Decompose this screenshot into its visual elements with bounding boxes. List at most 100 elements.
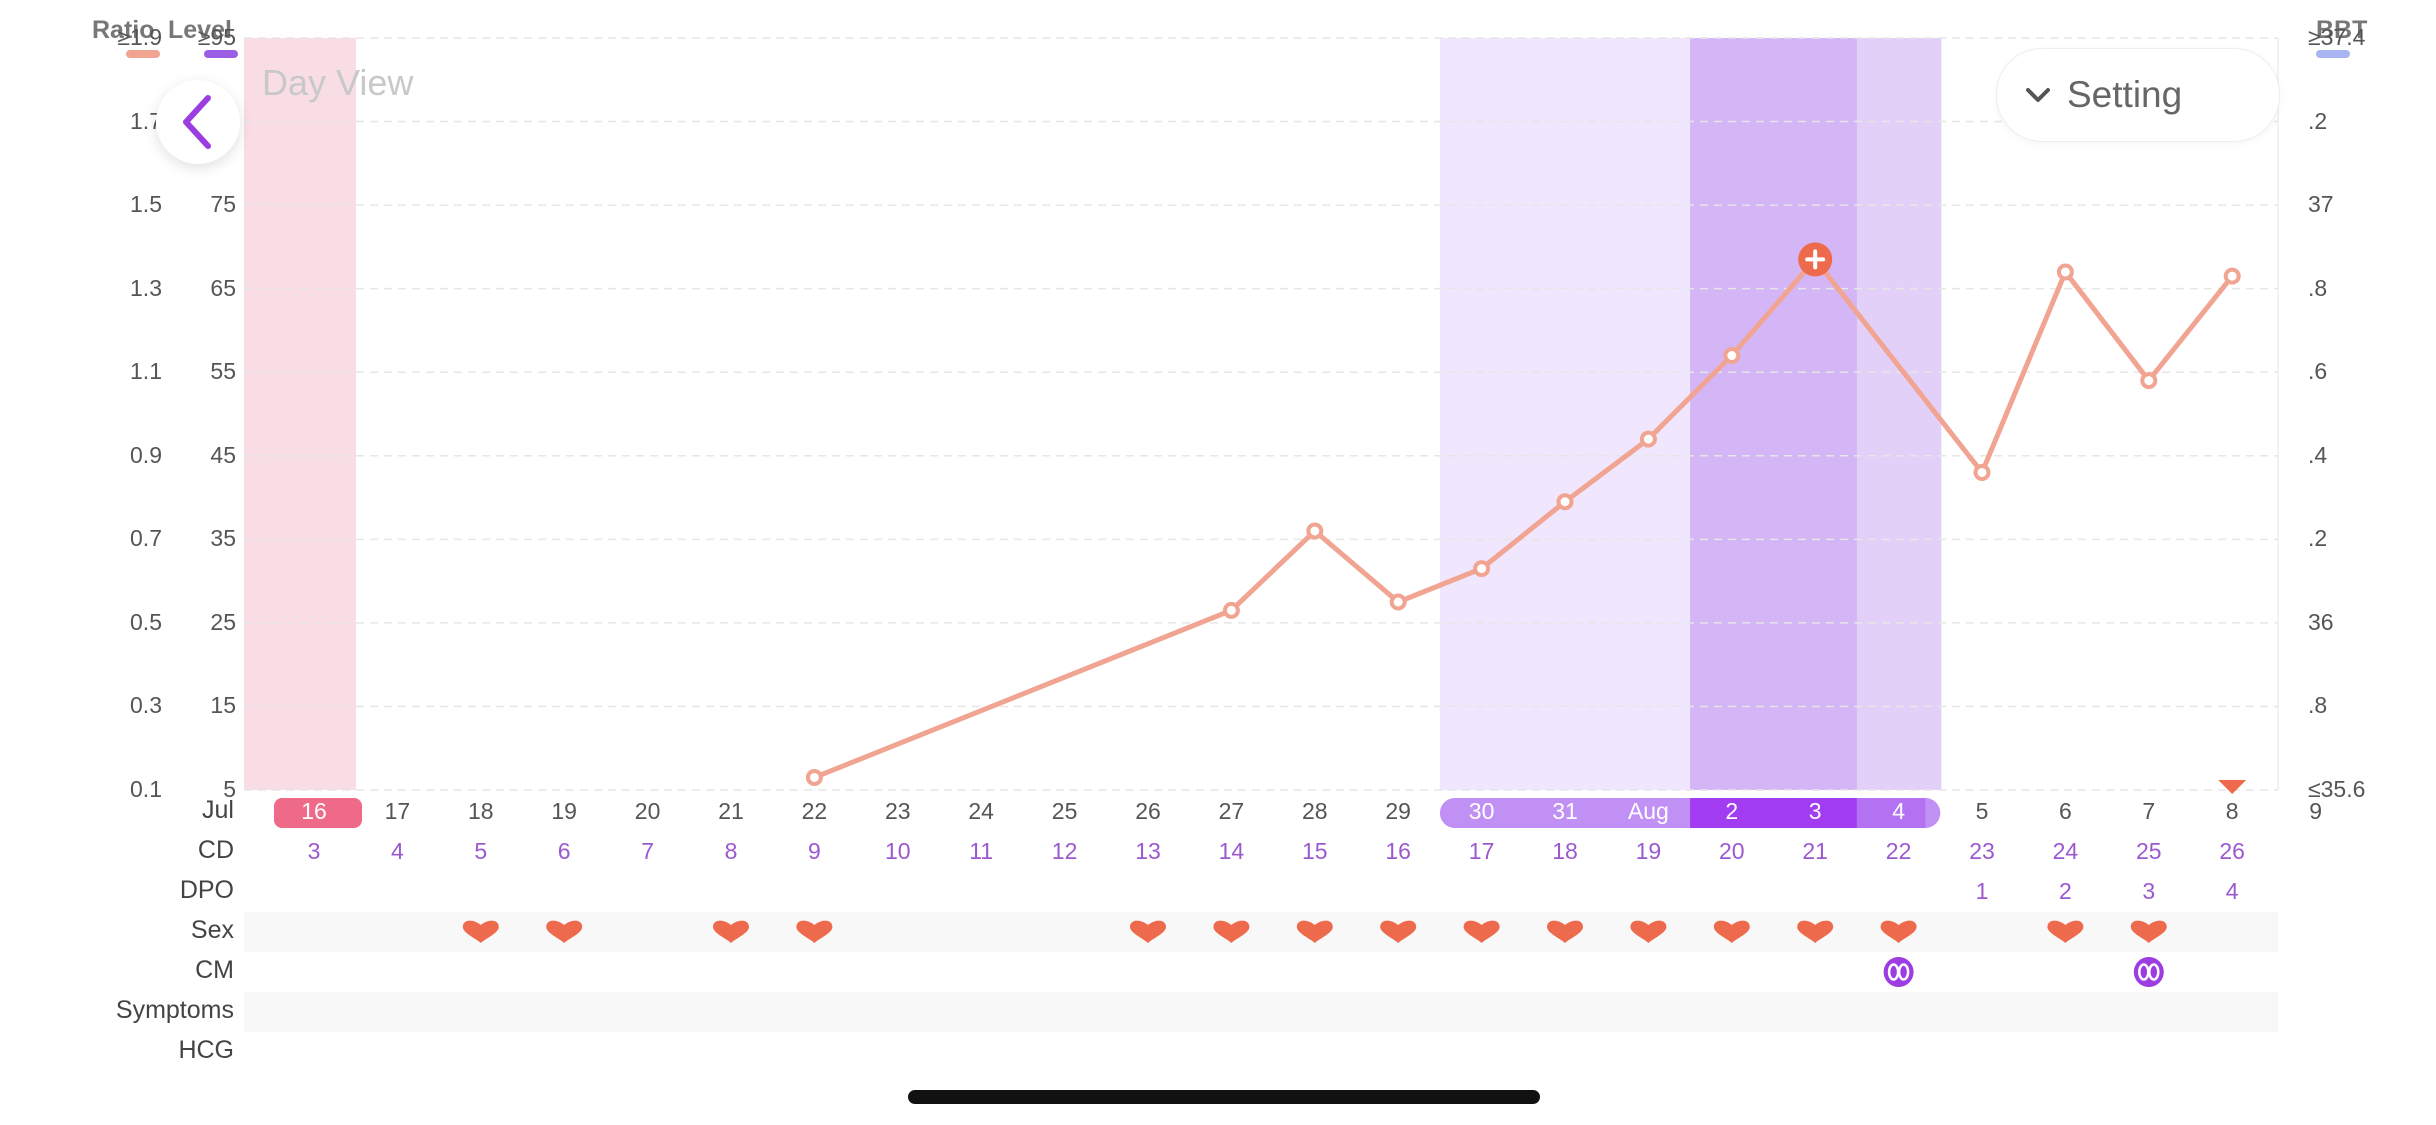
cd-label: 6	[557, 838, 571, 864]
data-point	[2223, 267, 2241, 285]
date-label: 18	[468, 798, 494, 824]
level-tick: 65	[210, 274, 236, 301]
cd-label: 20	[1719, 838, 1745, 864]
data-point	[1973, 463, 1991, 481]
cd-label: 26	[2219, 838, 2245, 864]
data-point	[2056, 263, 2074, 281]
date-label: 22	[801, 798, 828, 824]
home-indicator[interactable]	[908, 1090, 1540, 1104]
date-label: 9	[2309, 798, 2322, 824]
row-backgrounds	[244, 912, 2278, 1032]
data-point	[1389, 593, 1407, 611]
row-band	[244, 912, 2278, 952]
fertile-end-pill	[1856, 798, 1926, 828]
data-point	[1306, 522, 1324, 540]
setting-button[interactable]: Setting	[1996, 48, 2280, 142]
cm-drop-right	[2148, 963, 2160, 981]
date-label: 8	[2225, 798, 2239, 824]
bbt-legend-swatch	[2316, 50, 2350, 58]
date-label: 24	[968, 798, 994, 824]
back-button[interactable]	[156, 80, 240, 164]
date-label: 2	[1725, 798, 1739, 824]
ratio-tick: 0.7	[130, 525, 162, 552]
date-label: 5	[1975, 798, 1989, 824]
symptoms-row-label: Symptoms	[115, 996, 234, 1024]
date-label: 27	[1218, 798, 1245, 824]
cd-label: 15	[1302, 838, 1328, 864]
ratio-tick: 1.1	[130, 358, 162, 385]
bbt-tick: .2	[2308, 525, 2328, 552]
dpo-label: 2	[2058, 878, 2072, 904]
high-fertile-date-pill	[1690, 798, 1857, 828]
heart-icon	[1296, 920, 1333, 943]
ratio-legend-swatch	[126, 50, 160, 58]
date-label: 21	[718, 798, 744, 824]
date-label: 25	[1051, 798, 1078, 824]
heart-icon	[796, 920, 833, 943]
ratio-tick: 1.3	[130, 274, 162, 301]
heart-icon	[1713, 920, 1750, 943]
fertile-band	[1439, 38, 1525, 790]
date-label: 16	[301, 798, 327, 824]
ratio-tick: ≥1.9	[117, 24, 162, 50]
grid-lines	[244, 37, 2279, 791]
fertile-band	[1606, 38, 1692, 790]
date-label: Aug	[1627, 798, 1669, 824]
level-tick: 25	[210, 608, 236, 635]
heart-icon	[2047, 920, 2084, 943]
heart-icon	[1380, 920, 1417, 943]
cd-label: 21	[1802, 838, 1828, 864]
date-label: 6	[2058, 798, 2072, 824]
date-label: 26	[1135, 798, 1161, 824]
ratio-tick: 1.5	[130, 191, 162, 218]
fertile-band	[1690, 38, 1775, 790]
cd-label: 24	[2052, 838, 2079, 864]
cm-row-label: CM	[195, 956, 234, 984]
hcg-row-label: HCG	[178, 1036, 234, 1064]
cd-label: 7	[641, 838, 654, 864]
cd-label: 19	[1635, 838, 1662, 864]
period-band	[244, 38, 356, 790]
data-point	[1473, 560, 1491, 578]
data-point	[1556, 493, 1574, 511]
date-label: 30	[1468, 798, 1495, 824]
dpo-label: 4	[2225, 878, 2239, 904]
cd-label: 8	[724, 838, 738, 864]
date-label: 20	[634, 798, 661, 824]
fertile-band	[1856, 38, 1942, 790]
date-label: 4	[1892, 798, 1905, 824]
today-marker-icon	[2218, 780, 2247, 794]
dpo-row-label: DPO	[179, 876, 234, 904]
ratio-series	[805, 242, 2247, 794]
cd-label: 9	[807, 838, 821, 864]
heart-icon	[1797, 920, 1834, 943]
fertile-band	[1773, 38, 1858, 790]
bbt-tick: .4	[2308, 441, 2328, 468]
phase-bands	[244, 38, 1942, 790]
chevron-left-icon	[183, 95, 211, 149]
bbt-header: BBT	[2316, 16, 2368, 44]
level-tick: 45	[210, 441, 236, 468]
level-tick: 35	[210, 525, 236, 552]
cd-label: 16	[1385, 838, 1411, 864]
date-pills	[274, 798, 1941, 828]
sex-row-label: Sex	[190, 916, 234, 944]
data-point	[1222, 601, 1240, 619]
heart-icon	[1880, 920, 1917, 943]
dpo-label: 3	[2142, 878, 2156, 904]
data-point	[1723, 347, 1741, 365]
cd-label: 13	[1135, 838, 1161, 864]
cd-label: 14	[1218, 838, 1245, 864]
cd-row-label: CD	[197, 836, 234, 864]
cd-label: 10	[885, 838, 911, 864]
bbt-tick: 37	[2308, 191, 2334, 218]
data-point	[1639, 430, 1657, 448]
ratio-tick: 0.1	[130, 776, 162, 802]
ratio-tick: 0.5	[130, 608, 162, 635]
date-label: 28	[1302, 798, 1328, 824]
data-point	[2140, 372, 2158, 390]
heart-icon	[1130, 920, 1166, 943]
day-view-label: Day View	[262, 62, 414, 103]
